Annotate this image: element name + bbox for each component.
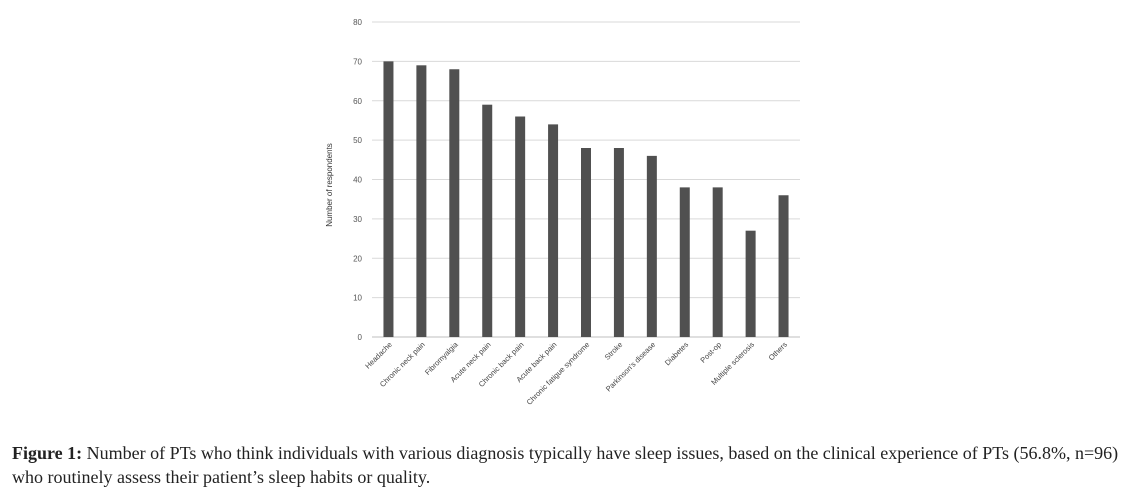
y-tick-label: 50 <box>353 136 362 145</box>
figure-caption-text: Number of PTs who think individuals with… <box>12 443 1119 487</box>
figure-caption: Figure 1: Number of PTs who think indivi… <box>12 441 1122 489</box>
x-category-label: Diabetes <box>663 340 690 367</box>
bars <box>383 61 789 337</box>
y-tick-label: 40 <box>353 176 362 185</box>
x-category-label: Others <box>767 340 789 362</box>
bar <box>416 65 427 337</box>
x-category-label: Chronic fatigue syndrome <box>525 340 592 407</box>
y-tick-label: 60 <box>353 97 362 106</box>
bar <box>646 155 657 337</box>
bar <box>449 69 460 337</box>
bar <box>482 104 493 337</box>
bar <box>613 148 624 337</box>
bar <box>778 195 789 337</box>
bar <box>712 187 723 337</box>
bar <box>515 116 526 337</box>
bar <box>745 230 756 337</box>
y-tick-label: 20 <box>353 254 362 263</box>
figure-caption-label: Figure 1: <box>12 443 83 463</box>
x-category-label: Stroke <box>603 340 625 362</box>
bar <box>383 61 394 337</box>
y-tick-label: 70 <box>353 57 362 66</box>
bar <box>581 148 591 337</box>
y-tick-label: 0 <box>358 333 363 342</box>
bar <box>679 187 690 337</box>
y-tick-label: 10 <box>353 294 362 303</box>
bar <box>548 124 559 337</box>
y-tick-label: 80 <box>353 18 362 27</box>
y-axis-ticks: 0 10 20 30 40 50 60 70 80 <box>353 18 362 342</box>
x-category-label: Headache <box>363 340 394 371</box>
x-category-label: Post-op <box>698 340 723 365</box>
y-tick-label: 30 <box>353 215 362 224</box>
y-axis-title: Number of respondents <box>325 143 334 227</box>
